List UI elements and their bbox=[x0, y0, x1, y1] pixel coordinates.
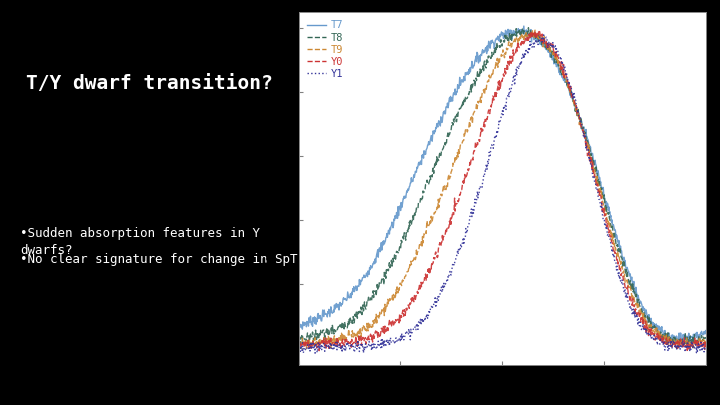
Y-axis label: Normalized Flux (Fλ) + Constant: Normalized Flux (Fλ) + Constant bbox=[264, 109, 274, 268]
Text: •Sudden absorption features in Y
dwarfs?: •Sudden absorption features in Y dwarfs? bbox=[20, 227, 260, 257]
X-axis label: Wavelength (μm): Wavelength (μm) bbox=[454, 384, 551, 394]
Text: •No clear signature for change in SpT: •No clear signature for change in SpT bbox=[20, 253, 297, 266]
Text: T/Y dwarf transition?: T/Y dwarf transition? bbox=[26, 74, 272, 93]
Legend: T7, T8, T9, Y0, Y1: T7, T8, T9, Y0, Y1 bbox=[304, 17, 347, 82]
